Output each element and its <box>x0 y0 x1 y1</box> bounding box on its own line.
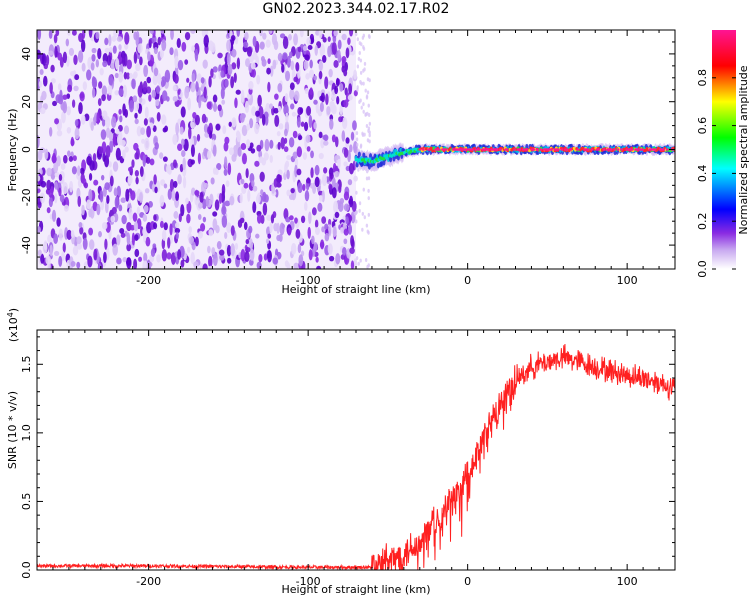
snr-panel: -200 -100 0 100 0.0 0.5 1.0 1.5 Height of strai… <box>6 308 676 596</box>
snr-line-area <box>37 344 675 570</box>
snr-y-tick-label: 1.0 <box>20 424 33 442</box>
spectrogram-x-axis-label: Height of straight line (km) <box>281 283 430 296</box>
colorbar-tick-label: 0.4 <box>696 165 709 183</box>
spectrogram-x-tick-label: -100 <box>296 274 321 287</box>
colorbar-tick-label: 0.0 <box>696 260 709 278</box>
colorbar-tick-label: 0.8 <box>696 69 709 87</box>
spectrogram-y-tick-label: -40 <box>20 236 33 254</box>
snr-y-tick-label: 1.5 <box>20 356 33 374</box>
snr-x-tick-label: -200 <box>136 575 161 588</box>
spectrogram-image <box>37 30 675 269</box>
colorbar-tick-label: 0.6 <box>696 117 709 135</box>
snr-x-tick-label: -100 <box>296 575 321 588</box>
snr-x-axis-label: Height of straight line (km) <box>281 583 430 596</box>
colorbar-tick-label: 0.2 <box>696 212 709 230</box>
noise-region <box>37 30 372 269</box>
colorbar: 0.0 0.2 0.4 0.6 0.8 Normalized spectral ampl… <box>696 30 750 278</box>
spectrogram-y-axis-label: Frequency (Hz) <box>6 109 19 192</box>
snr-y-axis-label: SNR (10 * v/v) <box>6 391 19 469</box>
signal-ridge <box>354 142 675 172</box>
snr-y-tick-label: 0.0 <box>20 561 33 579</box>
snr-y-multiplier: (x104) <box>6 308 20 342</box>
colorbar-label: Normalized spectral amplitude <box>737 65 750 234</box>
spectrogram-x-tick-label: 100 <box>617 274 638 287</box>
spectrogram-y-tick-label: 0 <box>20 146 33 153</box>
snr-series-line <box>37 344 675 570</box>
spectrogram-y-tick-label: -20 <box>20 188 33 206</box>
snr-x-tick-label: 0 <box>464 575 471 588</box>
spectrogram-y-tick-label: 20 <box>20 95 33 109</box>
snr-x-tick-label: 100 <box>617 575 638 588</box>
spectrogram-y-tick-label: 40 <box>20 47 33 61</box>
chart-title: GN02.2023.344.02.17.R02 <box>262 1 450 17</box>
snr-y-tick-label: 0.5 <box>20 493 33 511</box>
colorbar-gradient <box>712 30 736 269</box>
spectrogram-x-tick-label: -200 <box>136 274 161 287</box>
spectrogram-x-tick-label: 0 <box>464 274 471 287</box>
